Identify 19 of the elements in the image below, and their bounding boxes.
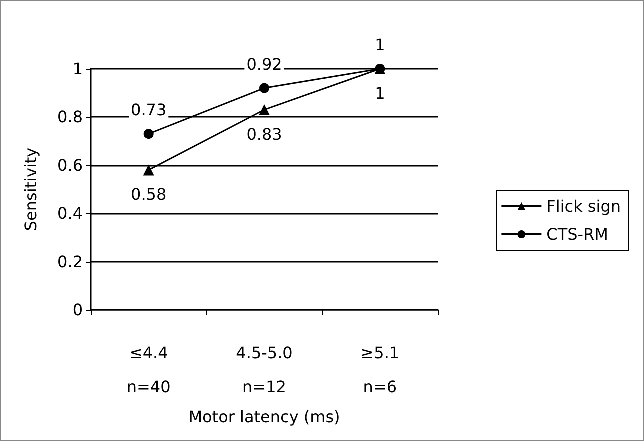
legend-label: CTS-RM [546, 225, 608, 244]
y-tick-label: 0.2 [58, 252, 83, 272]
y-tick-label: 0.6 [58, 156, 83, 175]
y-axis-title: Sensitivity [22, 148, 40, 232]
y-tick-label: 0 [72, 300, 83, 320]
data-label: 0.83 [246, 124, 282, 144]
x-axis-title: Motor latency (ms) [188, 407, 340, 426]
y-tick-label: 0.4 [58, 204, 83, 224]
x-tick-label: ≤4.4 n=40 [126, 344, 171, 396]
x-tick-label: 4.5-5.0 n=12 [236, 344, 293, 396]
data-label: 1 [375, 36, 386, 54]
y-tick-label: 1 [72, 60, 83, 78]
data-label: 0.92 [246, 54, 282, 74]
data-label: 0.73 [131, 100, 167, 120]
data-label: 0.58 [131, 185, 167, 204]
data-label: 1 [375, 84, 386, 103]
y-tick-label: 0.8 [58, 108, 83, 127]
x-tick-label: ≥5.1 n=6 [360, 344, 400, 396]
legend-label: Flick sign [546, 197, 622, 216]
